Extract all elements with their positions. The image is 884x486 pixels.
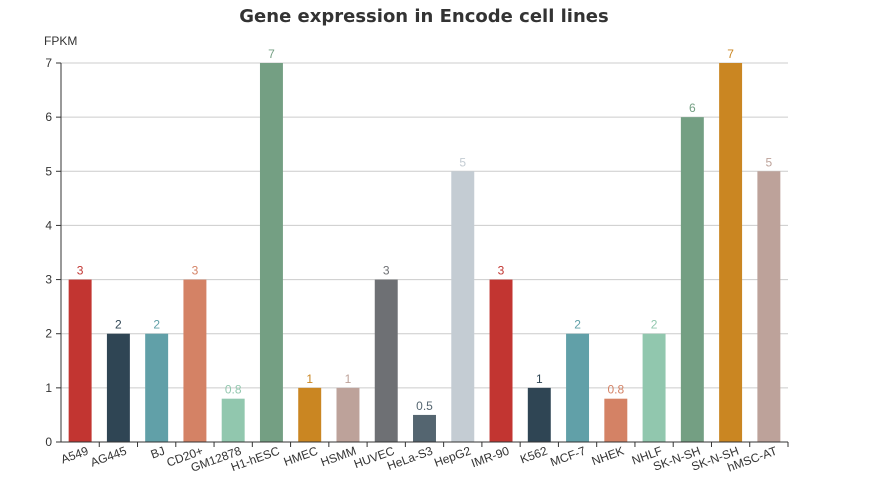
y-axis-unit: FPKM <box>44 34 77 48</box>
y-tick-label: 5 <box>45 164 52 178</box>
x-tick-label: NHEK <box>590 444 626 469</box>
chart-title: Gene expression in Encode cell lines <box>239 6 608 27</box>
x-tick-label: HSMM <box>319 444 358 470</box>
x-tick-label: BJ <box>149 444 167 462</box>
bars: 3 2 2 3 0.8 7 1 1 3 0.5 5 3 1 2 0.8 2 6 7 5 <box>68 47 781 443</box>
bar <box>221 398 245 442</box>
x-tick-label: K562 <box>518 444 549 467</box>
x-tick-label: IMR-90 <box>469 444 511 471</box>
y-tick-label: 6 <box>45 110 52 124</box>
bar <box>642 333 666 442</box>
data-label: 5 <box>459 155 466 169</box>
y-tick-label: 0 <box>45 435 52 449</box>
gridlines <box>61 62 788 389</box>
bar <box>145 333 169 442</box>
data-label: 3 <box>383 264 390 278</box>
data-label: 3 <box>77 264 84 278</box>
data-label: 1 <box>536 372 543 386</box>
y-tick-label: 2 <box>45 327 52 341</box>
data-label: 0.8 <box>225 383 242 397</box>
x-tick-label: MCF-7 <box>548 444 588 470</box>
data-label: 7 <box>268 47 275 61</box>
y-tick-label: 1 <box>45 381 52 395</box>
x-tick-label: HMEC <box>282 444 320 469</box>
bar <box>527 387 551 442</box>
data-label: 1 <box>345 372 352 386</box>
bar <box>106 333 130 442</box>
data-label: 0.5 <box>416 399 433 413</box>
y-tick-label: 4 <box>45 218 52 232</box>
bar <box>451 171 475 443</box>
data-label: 3 <box>498 264 505 278</box>
x-tick-label: HepG2 <box>432 444 473 470</box>
data-label: 5 <box>766 155 773 169</box>
data-label: 7 <box>727 47 734 61</box>
bar <box>183 279 207 442</box>
bar <box>413 414 436 442</box>
data-label: 1 <box>306 372 313 386</box>
bar <box>374 279 398 442</box>
bar <box>566 333 590 442</box>
bar <box>336 387 360 442</box>
bar <box>680 117 704 443</box>
y-tick-label: 7 <box>45 56 52 70</box>
data-label: 2 <box>574 318 581 332</box>
bar <box>489 279 513 442</box>
bar <box>757 171 781 443</box>
data-label: 3 <box>192 264 199 278</box>
data-label: 0.8 <box>607 383 624 397</box>
data-label: 6 <box>689 101 696 115</box>
bar <box>604 398 628 442</box>
data-label: 2 <box>651 318 658 332</box>
x-tick-label: A549 <box>59 444 90 467</box>
bar <box>719 63 743 442</box>
bar <box>298 387 322 442</box>
bar <box>68 279 92 442</box>
bar <box>259 63 283 442</box>
data-label: 2 <box>153 318 160 332</box>
data-label: 2 <box>115 318 122 332</box>
y-tick-label: 3 <box>45 273 52 287</box>
x-tick-label: AG445 <box>89 444 129 470</box>
